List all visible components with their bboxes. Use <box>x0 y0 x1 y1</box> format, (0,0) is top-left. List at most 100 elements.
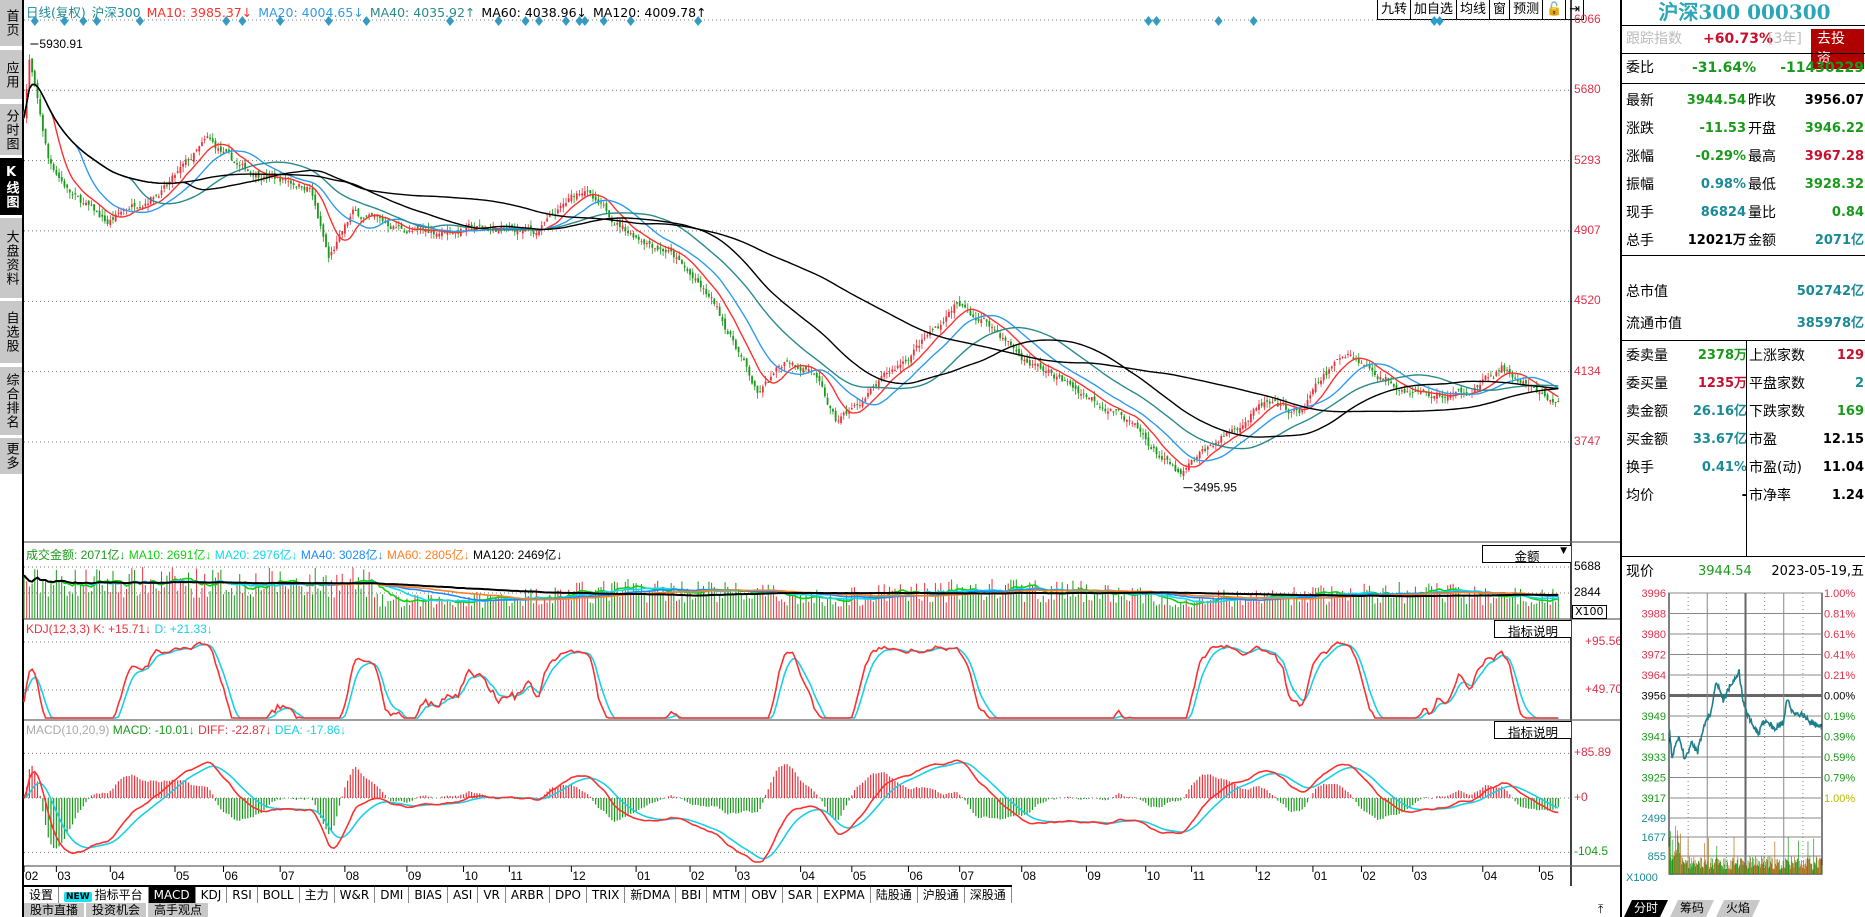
row-label-2: 下跌家数 <box>1749 404 1805 420</box>
candle-body <box>160 190 163 195</box>
sidebar-item-4[interactable]: 大盘资料 <box>0 218 22 300</box>
period-label[interactable]: 日线(复权) <box>26 5 86 20</box>
candle-body <box>481 225 484 228</box>
tab-17[interactable]: MTM <box>707 887 747 903</box>
candle-body <box>103 215 106 222</box>
candle-body <box>1535 385 1538 393</box>
tab-7[interactable]: W&R <box>334 887 376 903</box>
lock-icon[interactable]: 🔓 <box>1543 0 1567 19</box>
candle-body <box>201 142 203 146</box>
tab-22[interactable]: 沪股通 <box>917 887 965 903</box>
tab-6[interactable]: 主力 <box>299 887 335 903</box>
candle-body <box>343 224 346 234</box>
tab-18[interactable]: OBV <box>746 887 783 903</box>
sidebar-item-2[interactable]: 分时图 <box>0 104 22 157</box>
candle-body <box>1541 392 1544 394</box>
bottom-tab-2[interactable]: 高手观点 <box>148 903 211 917</box>
candle-body <box>586 190 589 192</box>
candle-body <box>732 335 735 341</box>
quote-row: 委卖量 2378万 上涨家数 129 <box>1626 343 1864 369</box>
intraday-chart[interactable]: 3996 1.00% 3988 0.81% 3980 0.61% 3972 0.41% 3964… <box>1622 580 1865 885</box>
tab-10[interactable]: ASI <box>447 887 479 903</box>
macd-axis-label: -104.5 <box>1574 844 1609 859</box>
window-button[interactable]: 窗 <box>1490 0 1511 19</box>
intraday-pct-label: 0.59% <box>1824 752 1855 764</box>
candle-body <box>1390 381 1393 384</box>
intraday-tab-1[interactable]: 筹码 <box>1670 900 1714 917</box>
invest-button[interactable]: 去投资 <box>1811 29 1864 69</box>
signal-diamond-icon <box>535 16 544 26</box>
tab-13[interactable]: DPO <box>550 887 587 903</box>
tab-19[interactable]: SAR <box>782 887 819 903</box>
sidebar-item-5[interactable]: 自选股 <box>0 301 22 365</box>
macd-help-button[interactable]: 指标说明 <box>1494 721 1571 740</box>
intraday-tab-2[interactable]: 火焰 <box>1716 900 1760 917</box>
signal-diamond-icon <box>561 16 570 26</box>
tab-11[interactable]: VR <box>478 887 506 903</box>
candle-body <box>605 203 608 212</box>
sidebar-item-1[interactable]: 应用 <box>0 50 22 101</box>
tab-3[interactable]: KDJ <box>195 887 228 903</box>
tab-1[interactable]: NEW 指标平台 <box>59 887 149 903</box>
bottom-tab-0[interactable]: 股市直播 <box>24 903 87 917</box>
kdj-help-button[interactable]: 指标说明 <box>1494 620 1571 639</box>
candle-body <box>341 231 344 235</box>
month-label: 08 <box>1022 869 1037 883</box>
tab-21[interactable]: 陆股通 <box>870 887 918 903</box>
tab-12[interactable]: ARBR <box>505 887 550 903</box>
tab-2[interactable]: MACD <box>148 887 196 903</box>
candle-body <box>222 151 225 154</box>
candle-body <box>850 408 853 410</box>
candle-body <box>942 321 945 324</box>
track-value: +60.73% <box>1703 31 1774 47</box>
chevron-down-icon: ▼ <box>1560 546 1567 556</box>
month-label: 05 <box>852 869 867 883</box>
ma-settings-button[interactable]: 均线 <box>1457 0 1491 19</box>
candle-body <box>1419 391 1422 394</box>
sidebar-item-0[interactable]: 首页 <box>0 0 22 48</box>
intraday-price-label: 3933 <box>1642 752 1666 764</box>
tab-15[interactable]: 新DMA <box>625 887 677 903</box>
tab-5[interactable]: BOLL <box>257 887 300 903</box>
candle-body <box>1427 391 1430 397</box>
sidebar-item-3[interactable]: K线图 <box>0 158 22 217</box>
intraday-tab-0[interactable]: 分时 <box>1624 900 1668 917</box>
candle-body <box>330 251 333 256</box>
tab-9[interactable]: BIAS <box>409 887 448 903</box>
candle-body <box>953 304 956 314</box>
candle-body <box>1368 364 1371 369</box>
tab-14[interactable]: TRIX <box>586 887 626 903</box>
tab-23[interactable]: 深股通 <box>964 887 1012 903</box>
tab-4[interactable]: RSI <box>227 887 258 903</box>
quote-row: 总手 12021万 金额 2071亿 <box>1626 228 1864 254</box>
candle-body <box>1401 390 1403 392</box>
volume-type-dropdown[interactable]: 金额 ▼ <box>1482 545 1571 564</box>
candle-body <box>230 152 233 161</box>
nine-turn-button[interactable]: 九转 <box>1378 0 1412 19</box>
tab-0[interactable]: 设置 <box>24 887 60 903</box>
tab-20[interactable]: EXPMA <box>818 887 871 903</box>
candle-body <box>721 316 724 322</box>
candle-body <box>1349 354 1352 356</box>
candle-body <box>325 234 327 248</box>
signal-diamond-icon <box>30 16 39 26</box>
candle-body <box>31 58 33 73</box>
tab-label: ARBR <box>510 888 544 902</box>
candle-body <box>190 159 193 161</box>
tab-8[interactable]: DMI <box>375 887 410 903</box>
candle-body <box>90 204 93 206</box>
candle-body <box>290 180 292 184</box>
month-label: 09 <box>1087 869 1101 883</box>
chart-canvas[interactable]: 5930.91 3495.95 <box>0 0 1620 886</box>
forecast-button[interactable]: 预测 <box>1510 0 1544 19</box>
candle-body <box>438 233 441 237</box>
sidebar-item-7[interactable]: 更多 <box>0 438 22 476</box>
candle-body <box>705 289 708 295</box>
scroll-top-icon[interactable]: ⤒ <box>1598 902 1604 916</box>
signal-diamond-icon <box>238 16 247 26</box>
add-watchlist-button[interactable]: 加自选 <box>1411 0 1458 19</box>
sidebar-item-6[interactable]: 综合排名 <box>0 367 22 437</box>
bottom-tab-1[interactable]: 投资机会 <box>86 903 149 917</box>
tab-16[interactable]: BBI <box>676 887 708 903</box>
candle-body <box>1320 380 1322 385</box>
